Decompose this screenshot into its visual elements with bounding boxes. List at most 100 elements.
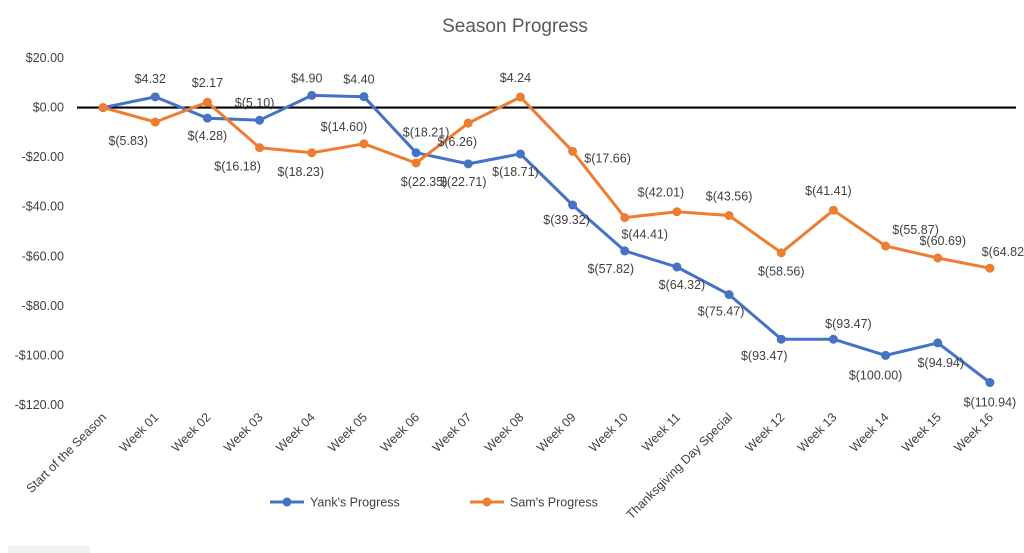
data-label: $(17.66) — [584, 151, 631, 165]
chart-title: Season Progress — [442, 16, 588, 37]
data-point — [620, 213, 630, 223]
data-label: $4.40 — [343, 73, 374, 87]
data-point — [307, 90, 317, 100]
data-point — [255, 143, 265, 153]
data-point — [150, 117, 160, 127]
x-tick-label: Week 08 — [482, 410, 527, 455]
legend-marker-1 — [482, 497, 492, 507]
data-label: $4.32 — [135, 72, 166, 86]
data-label: $4.90 — [291, 71, 322, 85]
data-label: $(44.41) — [621, 228, 668, 242]
data-point — [881, 350, 891, 360]
data-point — [568, 146, 578, 156]
data-point — [359, 92, 369, 102]
data-label: $(64.32) — [659, 278, 706, 292]
data-label: $4.24 — [500, 71, 531, 85]
data-point — [411, 158, 421, 168]
y-tick-label: -$120.00 — [15, 398, 64, 412]
data-point — [463, 118, 473, 128]
x-tick-label: Week 14 — [847, 410, 892, 455]
data-label: $(100.00) — [849, 368, 903, 382]
data-point — [98, 103, 108, 113]
series-lines — [98, 90, 995, 388]
data-point — [359, 139, 369, 149]
data-point — [933, 253, 943, 263]
y-axis: $20.00 $0.00 -$20.00 -$40.00 -$60.00 -$80.00 -… — [15, 51, 64, 412]
y-tick-label: -$80.00 — [22, 299, 64, 313]
data-label: $(5.10) — [235, 96, 275, 110]
data-label: $(42.01) — [638, 186, 685, 200]
x-tick-label: Week 16 — [951, 410, 996, 455]
data-label: $(6.26) — [437, 135, 477, 149]
data-label: $(64.82) — [982, 245, 1024, 259]
data-label: $(110.94) — [964, 396, 1017, 410]
data-point — [724, 290, 734, 300]
y-tick-label: -$100.00 — [15, 348, 64, 362]
series-line-1 — [101, 95, 992, 270]
data-point — [828, 205, 838, 215]
data-label: $(18.21) — [403, 126, 450, 140]
data-label: $(55.87) — [892, 223, 939, 237]
y-tick-label: -$60.00 — [22, 249, 64, 263]
series-line-0 — [101, 93, 992, 384]
x-tick-label: Week 13 — [795, 410, 840, 455]
data-point — [411, 148, 421, 158]
y-tick-label: -$20.00 — [22, 150, 64, 164]
data-point — [828, 334, 838, 344]
data-labels: $4.32 $(4.28) $(5.10) $4.90 $4.40 $(18.21) $(2… — [108, 71, 1024, 409]
data-point — [776, 248, 786, 258]
x-tick-label: Week 09 — [534, 410, 579, 455]
data-point — [881, 241, 891, 251]
corner-handle — [8, 546, 90, 553]
legend: Yank's Progress Sam's Progress — [270, 496, 598, 510]
data-label: $(75.47) — [698, 305, 745, 319]
data-point — [307, 148, 317, 158]
x-tick-label: Week 01 — [117, 410, 162, 455]
data-point — [463, 159, 473, 169]
data-label: $(5.83) — [108, 134, 148, 148]
data-point — [202, 113, 212, 123]
data-label: $(22.35) — [401, 175, 448, 189]
data-label: $(22.71) — [440, 175, 487, 189]
x-tick-label: Week 06 — [378, 410, 423, 455]
data-label: $(57.82) — [587, 262, 634, 276]
x-tick-label: Week 12 — [743, 410, 788, 455]
data-point — [985, 263, 995, 273]
x-tick-label: Week 03 — [221, 410, 266, 455]
data-label: $(93.47) — [741, 349, 788, 363]
data-point — [515, 92, 525, 102]
data-label: $(58.56) — [758, 265, 805, 279]
data-point — [985, 378, 995, 388]
data-point — [672, 207, 682, 217]
legend-marker-0 — [282, 497, 292, 507]
x-tick-label: Week 02 — [169, 410, 214, 455]
x-tick-label: Week 10 — [586, 410, 631, 455]
data-label: $(18.23) — [277, 165, 324, 179]
x-tick-label: Start of the Season — [24, 410, 110, 496]
data-point — [515, 149, 525, 159]
x-tick-label: Thanksgiving Day Special — [624, 410, 736, 522]
legend-label-1: Sam's Progress — [510, 496, 598, 510]
data-label: $(43.56) — [706, 190, 753, 204]
y-tick-label: $20.00 — [26, 51, 64, 65]
data-point — [202, 97, 212, 107]
x-tick-label: Week 04 — [273, 410, 318, 455]
x-tick-label: Week 05 — [325, 410, 370, 455]
data-point — [776, 334, 786, 344]
x-tick-label: Week 11 — [639, 410, 683, 454]
y-tick-label: -$40.00 — [22, 200, 64, 214]
data-label: $(39.32) — [543, 213, 590, 227]
y-tick-label: $0.00 — [33, 101, 64, 115]
data-point — [620, 246, 630, 256]
data-label: $(14.60) — [321, 120, 368, 134]
data-label: $(16.18) — [214, 160, 261, 174]
legend-label-0: Yank's Progress — [310, 496, 400, 510]
data-point — [150, 92, 160, 102]
x-tick-label: Week 07 — [430, 410, 475, 455]
data-label: $(94.94) — [917, 356, 964, 370]
data-label: $(18.71) — [492, 165, 539, 179]
data-point — [933, 338, 943, 348]
x-tick-label: Week 15 — [899, 410, 944, 455]
data-label: $(60.69) — [919, 234, 966, 248]
